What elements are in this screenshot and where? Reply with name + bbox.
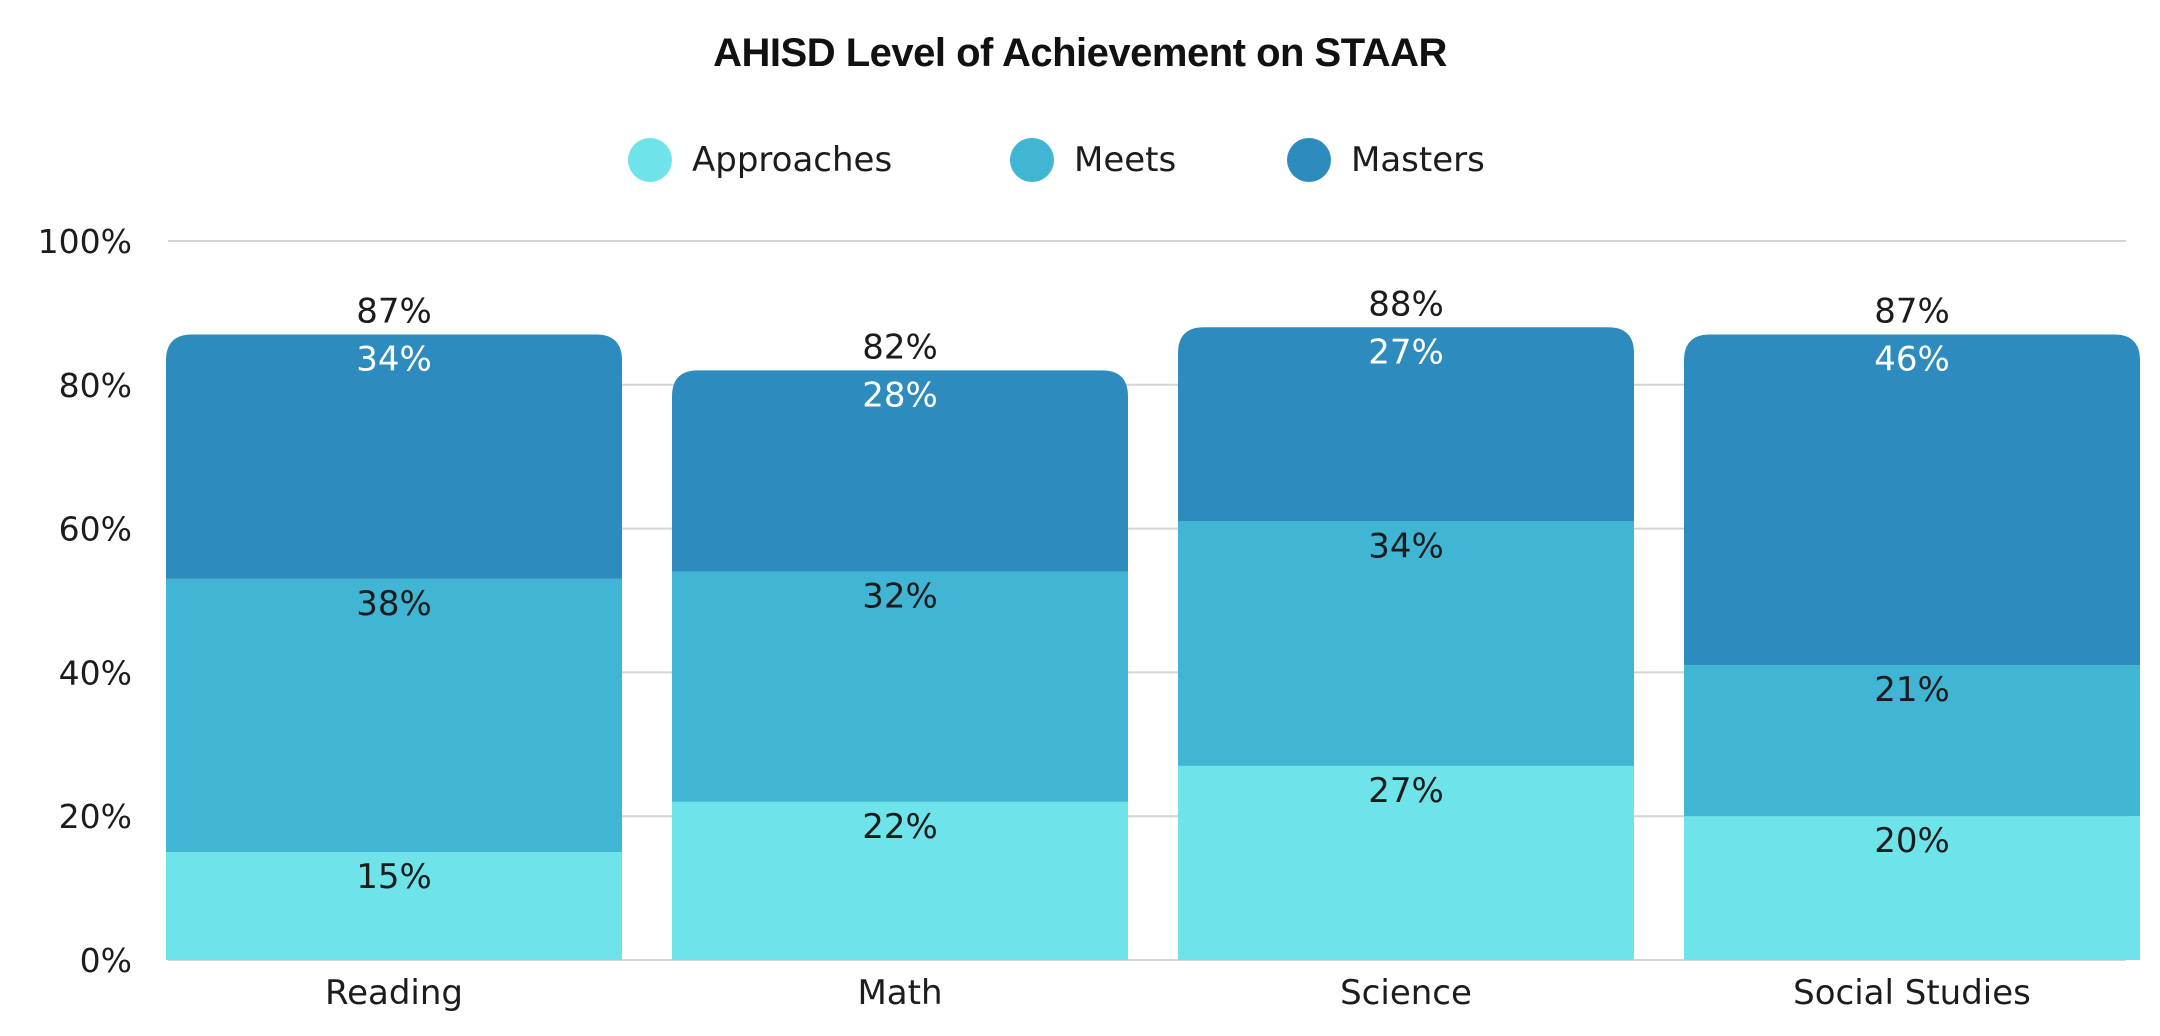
bar-social-studies-masters <box>1684 334 2140 666</box>
bar-social-studies-approaches <box>1684 816 2140 960</box>
x-tick-label-science: Science <box>1340 973 1472 1013</box>
x-tick-label-reading: Reading <box>325 973 463 1013</box>
data-label-reading-approaches: 15% <box>356 857 432 897</box>
legend-label-meets: Meets <box>1074 140 1176 180</box>
legend-label-approaches: Approaches <box>692 140 892 180</box>
data-label-social-studies-approaches: 20% <box>1874 821 1950 861</box>
x-axis-labels: Reading Math Science Social Studies <box>325 973 2031 1013</box>
total-label-science: 88% <box>1368 284 1444 324</box>
data-label-math-approaches: 22% <box>862 807 938 847</box>
chart-title: AHISD Level of Achievement on STAAR <box>713 31 1447 75</box>
data-label-science-approaches: 27% <box>1368 771 1444 811</box>
y-tick-label: 20% <box>59 797 132 836</box>
y-tick-label: 80% <box>59 366 132 405</box>
bar-math-approaches <box>672 801 1128 960</box>
bars <box>166 327 2140 960</box>
legend-label-masters: Masters <box>1351 140 1485 180</box>
bar-science-approaches <box>1178 765 1634 960</box>
data-label-reading-meets: 38% <box>356 584 432 624</box>
bar-reading-approaches <box>166 852 622 960</box>
y-tick-label: 0% <box>80 941 132 980</box>
bar-science-masters <box>1178 327 1634 522</box>
y-axis-ticks: 0% 20% 40% 60% 80% 100% <box>38 222 132 980</box>
total-label-reading: 87% <box>356 291 432 331</box>
data-labels: 15% 38% 34% 87% 22% 32% 28% 82% 27% 34% 27% 88% 20% 2… <box>356 284 1950 897</box>
y-tick-label: 40% <box>59 653 132 692</box>
bar-math-masters <box>672 370 1128 572</box>
data-label-math-meets: 32% <box>862 577 938 617</box>
x-tick-label-social-studies: Social Studies <box>1793 973 2031 1013</box>
data-label-reading-masters: 34% <box>356 339 432 379</box>
legend-swatch-meets <box>1010 138 1054 182</box>
data-label-science-masters: 27% <box>1368 332 1444 372</box>
bar-science-meets <box>1178 521 1634 766</box>
legend: Approaches Meets Masters <box>628 138 1485 182</box>
total-label-math: 82% <box>862 327 938 367</box>
y-tick-label: 60% <box>59 510 132 549</box>
data-label-science-meets: 34% <box>1368 526 1444 566</box>
y-tick-label: 100% <box>38 222 132 261</box>
bar-social-studies-meets <box>1684 665 2140 817</box>
data-label-math-masters: 28% <box>862 375 938 415</box>
data-label-social-studies-masters: 46% <box>1874 339 1950 379</box>
legend-swatch-approaches <box>628 138 672 182</box>
data-label-social-studies-meets: 21% <box>1874 670 1950 710</box>
bar-reading-meets <box>166 578 622 853</box>
total-label-social-studies: 87% <box>1874 291 1950 331</box>
bar-reading-masters <box>166 334 622 579</box>
x-tick-label-math: Math <box>857 973 942 1013</box>
bar-math-meets <box>672 571 1128 802</box>
legend-swatch-masters <box>1287 138 1331 182</box>
